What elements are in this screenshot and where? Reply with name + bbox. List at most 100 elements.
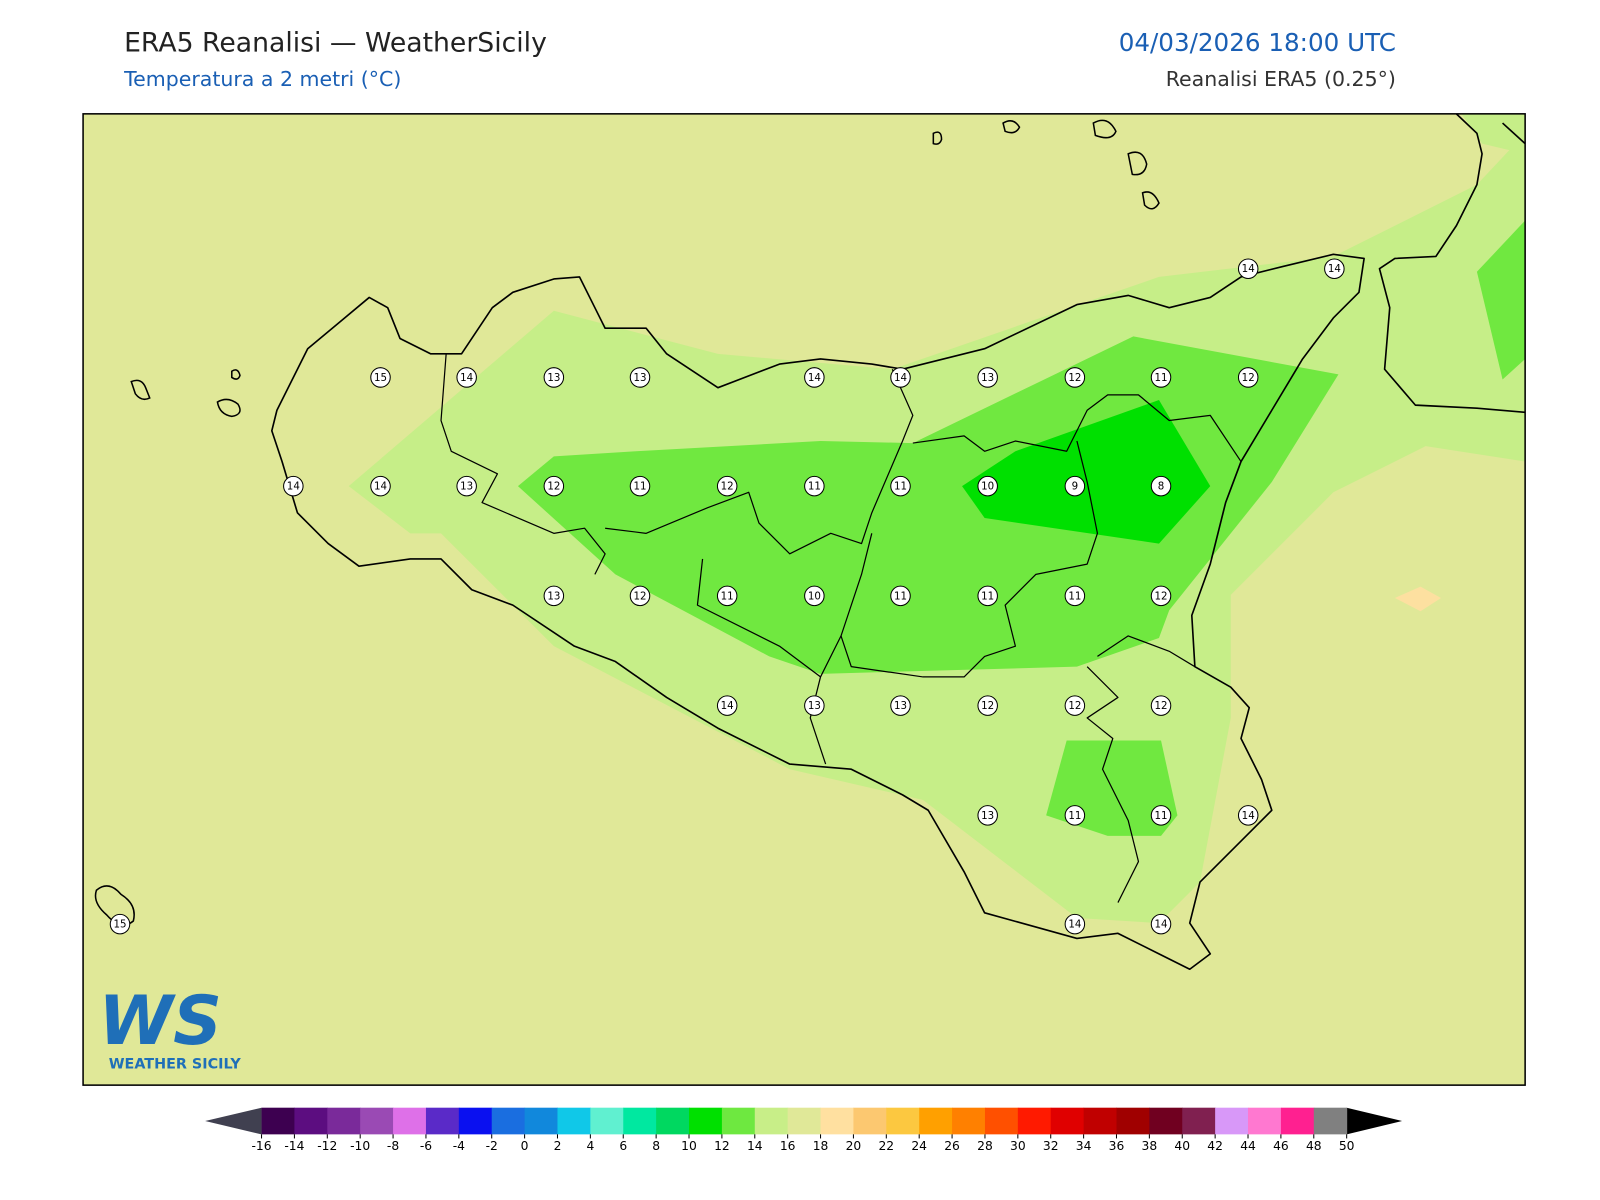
colorbar-bin (820, 1107, 854, 1135)
station-value: 12 (633, 590, 646, 602)
colorbar-bin (721, 1107, 756, 1135)
colorbar-tick-label: 50 (1339, 1139, 1355, 1153)
colorbar-bin (557, 1107, 591, 1135)
station-marker (629, 475, 651, 497)
station-value: 13 (547, 590, 560, 602)
island (94, 885, 135, 926)
station-value: 11 (1068, 810, 1081, 822)
station-marker (804, 475, 825, 497)
field-zone (1476, 220, 1526, 380)
station-value: 14 (1155, 919, 1168, 931)
station-marker (1150, 475, 1172, 497)
colorbar-tick-label: 4 (586, 1139, 594, 1153)
stations: 15 14 13 13 14 14 13 12 11 12 14 14 14 14 13 12 11 12 11 11… (109, 258, 1345, 935)
station-value: 11 (1068, 590, 1081, 602)
station-value: 15 (113, 919, 126, 931)
station-value: 10 (981, 481, 994, 493)
station-value: 14 (721, 700, 734, 712)
station-marker (804, 585, 825, 607)
station-value: 11 (721, 590, 734, 602)
station-value: 15 (374, 372, 387, 384)
station-marker (890, 475, 911, 497)
colorbar-bin (1149, 1107, 1183, 1135)
station-value: 14 (1328, 263, 1341, 275)
station-marker (1064, 475, 1086, 497)
station-marker (977, 367, 998, 388)
station-value: 13 (808, 700, 821, 712)
station-value: 12 (1155, 590, 1168, 602)
province-border (440, 353, 606, 575)
station-marker (977, 585, 998, 607)
colorbar-bin (1248, 1107, 1282, 1135)
station-marker (1237, 258, 1259, 279)
station-marker (1064, 585, 1086, 607)
colorbar-bin (919, 1107, 953, 1135)
colorbar-bin (1017, 1107, 1052, 1135)
colorbar-tick-label: 22 (878, 1139, 894, 1153)
colorbar-tick-label: 42 (1207, 1139, 1223, 1153)
colorbar-tick-label: 46 (1273, 1139, 1289, 1153)
station-marker (456, 475, 477, 497)
station-marker (283, 475, 304, 497)
station-marker (543, 475, 565, 497)
logo: WS WEATHER SICILY (98, 981, 241, 1072)
colorbar-tick-label: 14 (747, 1139, 763, 1153)
station-value: 12 (1068, 700, 1081, 712)
colorbar-tick-label: 16 (780, 1139, 796, 1153)
station-marker (1150, 367, 1172, 388)
colorbar-tick-label: 28 (977, 1139, 993, 1153)
colorbar-bin (984, 1107, 1019, 1135)
station-value: 14 (287, 481, 300, 493)
station-value: 11 (633, 481, 646, 493)
station-marker (370, 475, 391, 497)
colorbar-tick-label: -10 (350, 1139, 370, 1153)
station-marker (629, 585, 651, 607)
colorbar-bin (1050, 1107, 1085, 1135)
station-value: 12 (981, 700, 994, 712)
field-zone (1394, 586, 1442, 612)
title: ERA5 Reanalisi — WeatherSicily (124, 28, 547, 59)
station-value: 13 (633, 372, 646, 384)
station-marker (716, 585, 738, 607)
colorbar-bin (1116, 1107, 1150, 1135)
station-value: 13 (981, 372, 994, 384)
colorbar-bin (590, 1107, 624, 1135)
map-frame (82, 113, 1526, 1086)
colorbar-tick-label: 8 (652, 1139, 660, 1153)
colorbar-bin (1280, 1107, 1315, 1135)
field-zone (962, 400, 1211, 544)
station-marker (1064, 695, 1086, 716)
coastline (1378, 113, 1526, 414)
station-marker (1064, 367, 1086, 388)
station-marker (109, 913, 131, 935)
station-marker (977, 805, 998, 826)
station-value: 11 (1155, 372, 1168, 384)
island (932, 119, 1160, 210)
station-value: 14 (1242, 810, 1255, 822)
colorbar-tick-label: -6 (420, 1139, 432, 1153)
colorbar-bin (787, 1107, 822, 1135)
station-marker (1064, 805, 1086, 826)
colorbar-bin (491, 1107, 526, 1135)
colorbar-bin (853, 1107, 887, 1135)
colorbar-bin (1215, 1107, 1249, 1135)
colorbar-tick-label: 48 (1306, 1139, 1322, 1153)
colorbar-bin (689, 1107, 723, 1135)
colorbar-tick-label: 32 (1043, 1139, 1059, 1153)
station-marker (977, 475, 998, 497)
station-value: 13 (894, 700, 907, 712)
station-value: 11 (808, 481, 821, 493)
colorbar-bin (952, 1107, 986, 1135)
colorbar-bin (754, 1107, 789, 1135)
station-marker (716, 475, 738, 497)
colorbar-bin (656, 1107, 690, 1135)
source: Reanalisi ERA5 (0.25°) (1166, 67, 1396, 91)
colorbar-bin (261, 1107, 295, 1135)
coastline (1502, 122, 1526, 145)
colorbar-tick-label: -4 (453, 1139, 465, 1153)
station-marker (456, 367, 477, 388)
colorbar-tick-label: 40 (1174, 1139, 1190, 1153)
station-value: 14 (1068, 919, 1081, 931)
station-marker (1064, 913, 1086, 935)
